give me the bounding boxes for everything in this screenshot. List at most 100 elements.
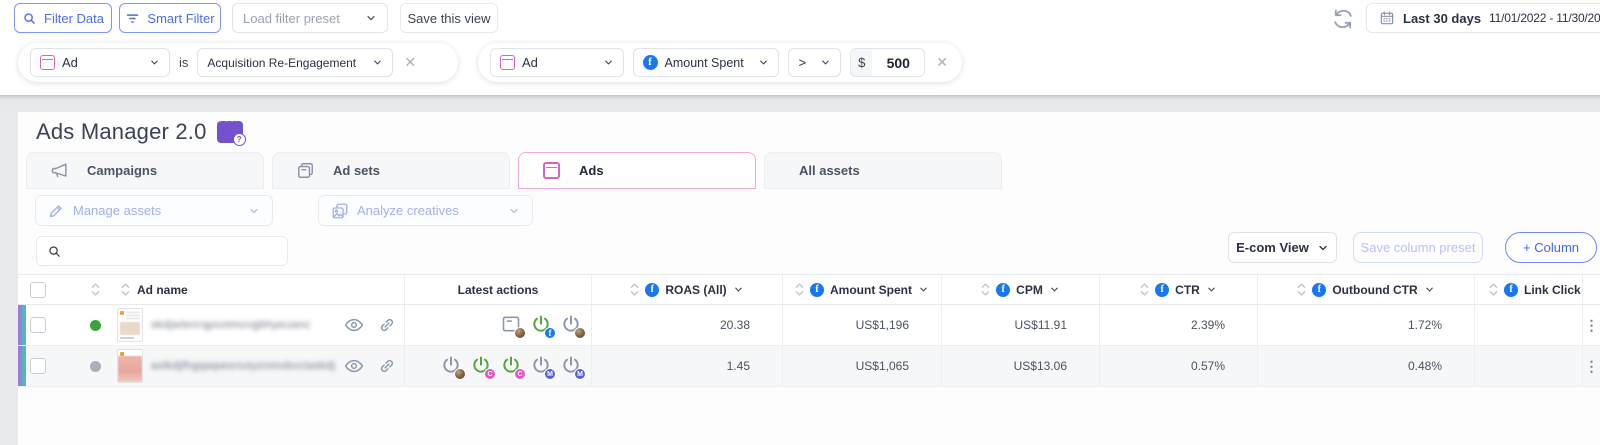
- save-column-preset-button[interactable]: Save column preset: [1353, 232, 1483, 263]
- link-icon[interactable]: [378, 316, 396, 334]
- row-color-bar-teal: [22, 346, 26, 386]
- smart-filter-button[interactable]: Smart Filter: [119, 3, 221, 33]
- row-select-cell: [18, 305, 78, 345]
- filter-icon: [125, 11, 140, 26]
- filter1-field-select[interactable]: Ad: [30, 48, 170, 77]
- column-preset-select[interactable]: E-com View: [1228, 232, 1337, 263]
- date-range-picker[interactable]: Last 30 days 11/01/2022 - 11/30/2022: [1366, 3, 1600, 33]
- outbound-ctr-header-label: Outbound CTR: [1332, 282, 1418, 297]
- select-all-checkbox[interactable]: [30, 281, 46, 298]
- table-search: [36, 236, 288, 266]
- pencil-icon: [48, 202, 65, 219]
- select-all-cell: [18, 275, 78, 304]
- chevron-down-icon: [1051, 287, 1058, 292]
- latest-actions-cell: [405, 305, 592, 345]
- row-color-bar-purple: [18, 346, 22, 386]
- preview-eye-icon[interactable]: [344, 315, 364, 335]
- row-checkbox[interactable]: [30, 358, 46, 374]
- filter1-value: Acquisition Re-Engagement: [207, 55, 357, 70]
- ad-level-icon: [500, 55, 515, 70]
- search-input[interactable]: [70, 243, 277, 259]
- help-wallet-icon[interactable]: [216, 119, 246, 146]
- ctr-header[interactable]: CTR: [1100, 275, 1258, 304]
- outbound-ctr-header[interactable]: Outbound CTR: [1258, 275, 1475, 304]
- chevron-down-icon: [760, 60, 768, 65]
- date-range-value: 11/01/2022 - 11/30/2022: [1489, 11, 1600, 25]
- manage-assets-dropdown[interactable]: Manage assets: [35, 195, 273, 226]
- row-checkbox[interactable]: [30, 317, 46, 333]
- analyze-creatives-dropdown[interactable]: Analyze creatives: [318, 195, 533, 226]
- facebook-icon: [1155, 282, 1170, 297]
- page-title: Ads Manager 2.0: [36, 119, 207, 144]
- filter2-amount-input[interactable]: [872, 54, 925, 71]
- madgicx-badge: [574, 368, 586, 380]
- chevron-down-icon: [1317, 242, 1329, 254]
- sort-icon: [795, 283, 804, 296]
- ad-thumbnail[interactable]: [117, 308, 143, 342]
- chevron-down-icon: [734, 287, 742, 292]
- row-status-cell: [78, 305, 113, 345]
- ad-name-cell: skdjwlenrqpxotmzvgbhyeuanc: [113, 305, 405, 345]
- tab-ad-sets[interactable]: Ad sets: [272, 152, 510, 189]
- filter-rule-2: Ad Amount Spent > $ ✕: [478, 43, 962, 82]
- tab-campaigns[interactable]: Campaigns: [26, 152, 264, 189]
- tab-all-assets[interactable]: All assets: [764, 152, 1002, 189]
- preview-eye-icon[interactable]: [344, 356, 364, 376]
- chevron-down-icon: [374, 60, 382, 65]
- load-filter-preset-select[interactable]: Load filter preset: [232, 3, 388, 33]
- calendar-icon: [1379, 10, 1395, 26]
- filter2-field-select[interactable]: Ad: [490, 48, 624, 77]
- action-power-off-icon[interactable]: [561, 314, 586, 339]
- sort-icon: [981, 283, 990, 296]
- ad-thumbnail[interactable]: [117, 349, 143, 383]
- amount-spent-header[interactable]: Amount Spent: [783, 275, 942, 304]
- action-power-off-icon[interactable]: [561, 355, 586, 380]
- channable-badge: [514, 368, 526, 380]
- save-this-view-button[interactable]: Save this view: [400, 3, 498, 33]
- add-column-button[interactable]: + Column: [1505, 232, 1597, 263]
- link-click-cell: [1475, 346, 1583, 386]
- chevron-down-icon: [920, 287, 927, 292]
- row-menu-kebab-icon[interactable]: ⋮: [1584, 316, 1599, 333]
- row-menu-kebab-icon[interactable]: ⋮: [1584, 357, 1599, 374]
- close-icon[interactable]: ✕: [404, 54, 417, 70]
- action-power-off-icon[interactable]: [531, 355, 556, 380]
- ctr-cell: 0.57%: [1100, 346, 1258, 386]
- filter1-value-select[interactable]: Acquisition Re-Engagement: [197, 48, 394, 77]
- close-icon[interactable]: ✕: [936, 54, 948, 70]
- cpm-header[interactable]: CPM: [942, 275, 1100, 304]
- tab-ads[interactable]: Ads: [518, 152, 756, 189]
- amount-spent-header-label: Amount Spent: [830, 282, 912, 297]
- ctr-cell: 2.39%: [1100, 305, 1258, 345]
- filter2-comparator-select[interactable]: >: [788, 48, 842, 77]
- link-icon[interactable]: [378, 357, 396, 375]
- table-row: skdjwlenrqpxotmzvgbhyeuanc: [18, 305, 1600, 346]
- sort-icon[interactable]: [121, 282, 130, 297]
- filter1-operator: is: [179, 55, 189, 70]
- search-icon: [47, 244, 62, 259]
- action-power-off-icon[interactable]: [441, 355, 466, 380]
- analyze-creatives-label: Analyze creatives: [357, 203, 459, 218]
- channable-badge: [484, 368, 496, 380]
- ads-manager-panel: Ads Manager 2.0 Campaigns Ad sets: [18, 112, 1600, 445]
- column-preset-value: E-com View: [1236, 240, 1309, 255]
- filter2-metric-select[interactable]: Amount Spent: [632, 48, 780, 77]
- action-power-on-icon[interactable]: [501, 355, 526, 380]
- cpm-header-label: CPM: [1016, 282, 1043, 297]
- filter2-amount-input-group: $: [850, 48, 926, 77]
- ads-table: Ad name Latest actions ROAS (All) Amount…: [18, 274, 1600, 387]
- roas-header[interactable]: ROAS (All): [592, 275, 783, 304]
- refresh-icon[interactable]: [1332, 8, 1354, 30]
- cpm-cell: US$11.91: [942, 305, 1100, 345]
- action-power-on-icon[interactable]: [471, 355, 496, 380]
- filter-data-button[interactable]: Filter Data: [14, 3, 112, 33]
- action-power-on-icon[interactable]: [531, 314, 556, 339]
- link-click-header[interactable]: Link Click: [1475, 275, 1583, 304]
- save-this-view-label: Save this view: [407, 10, 491, 26]
- facebook-icon: [1504, 282, 1518, 297]
- action-window-icon[interactable]: [501, 314, 526, 339]
- row-color-bar-purple: [18, 305, 22, 345]
- sort-icon[interactable]: [91, 282, 100, 297]
- latest-actions-cell: [405, 346, 592, 386]
